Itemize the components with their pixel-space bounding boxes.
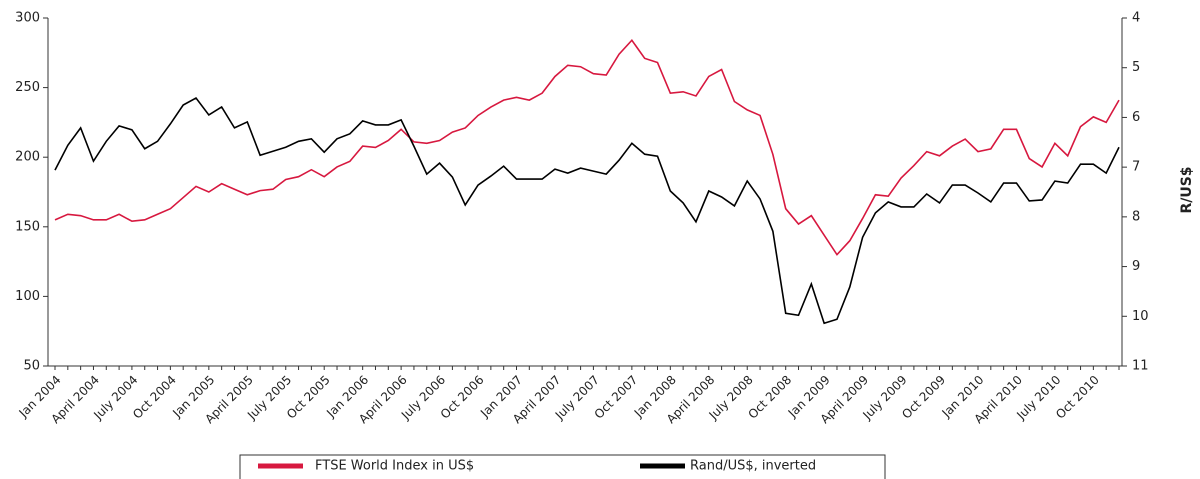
legend-label: FTSE World Index in US$ [315, 459, 474, 474]
y2-tick-label: 11 [1132, 359, 1149, 374]
legend-box [239, 454, 886, 479]
y2-tick-label: 8 [1132, 209, 1140, 224]
y2-tick-label: 6 [1132, 110, 1140, 125]
y2-tick-label: 5 [1132, 60, 1140, 75]
y2-tick-label: 10 [1132, 309, 1149, 324]
y2-tick-label: 9 [1132, 259, 1140, 274]
y2-tick-label: 4 [1132, 11, 1140, 26]
y-tick-label: 250 [15, 80, 40, 95]
series-line [54, 39, 1120, 256]
y-tick-label: 300 [15, 11, 40, 26]
legend-label: Rand/US$, inverted [690, 459, 816, 474]
y2-tick-label: 7 [1132, 160, 1140, 175]
series-line [54, 97, 1120, 325]
y-tick-label: 150 [15, 219, 40, 234]
y-tick-label: 200 [15, 150, 40, 165]
y-tick-label: 50 [23, 359, 40, 374]
y-tick-label: 100 [15, 289, 40, 304]
y2-axis-label: R/US$ [1179, 166, 1195, 213]
